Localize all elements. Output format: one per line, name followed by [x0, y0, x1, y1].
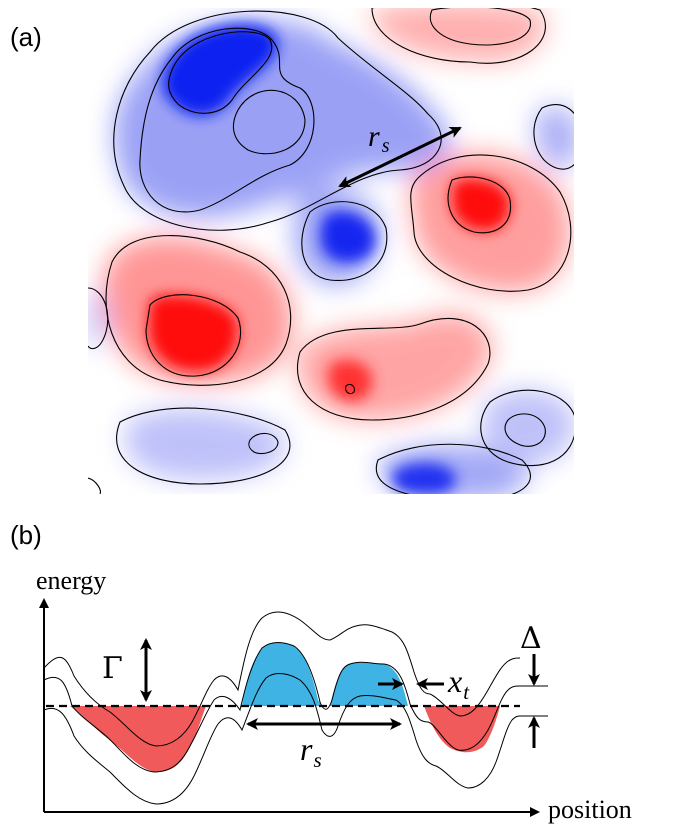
y-axis-label: energy — [36, 566, 106, 595]
x-axis-label: position — [548, 795, 632, 824]
rs-arrow-a — [338, 126, 462, 188]
energy-curve — [43, 642, 521, 773]
potential-map — [88, 8, 574, 494]
xt-label: xt — [447, 663, 470, 704]
lower-envelope — [43, 673, 521, 805]
delta-label: Δ — [520, 621, 542, 656]
barrier-right-fill — [330, 662, 408, 706]
barrier-left-fill — [242, 642, 322, 706]
rs-label-b: rs — [300, 731, 322, 772]
gamma-label: Γ — [102, 651, 123, 686]
panel-a-label: (a) — [10, 22, 42, 52]
well-left-fill — [70, 706, 206, 772]
upper-envelope — [43, 611, 521, 747]
panel-b-label: (b) — [10, 520, 42, 550]
